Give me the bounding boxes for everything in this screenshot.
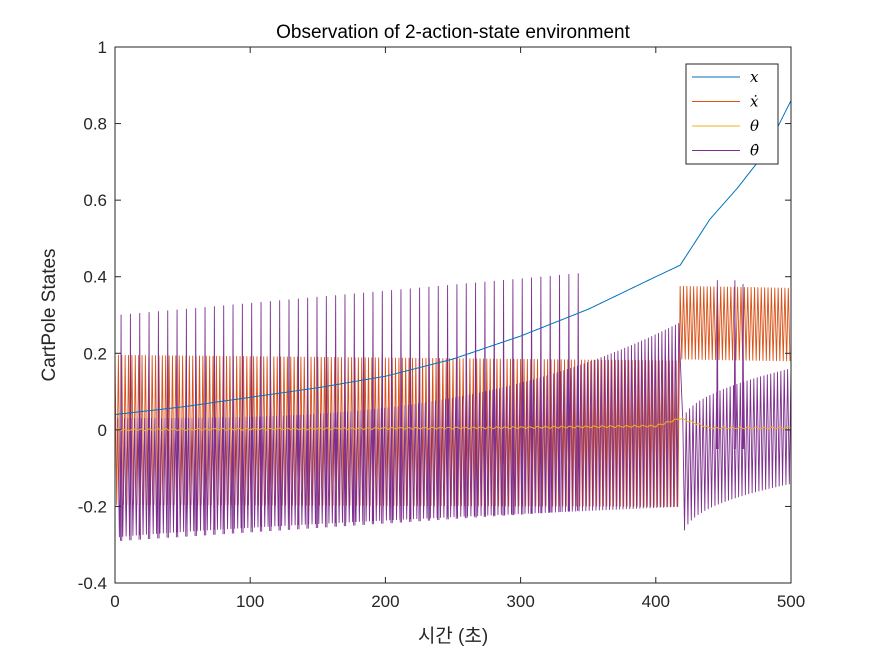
axes-box [114,46,792,584]
x-tick-label: 400 [642,592,670,611]
y-tick-label: -0.2 [78,497,107,516]
legend-label-theta: θ [750,117,759,135]
series-line-x [114,100,792,416]
series-layer [114,100,792,541]
y-axis-title: CartPole States [39,248,60,381]
legend-label-x: x [750,68,759,86]
x-tick-label: 0 [110,592,119,611]
x-tick-label: 200 [371,592,399,611]
legend-label-x-dot: ẋ [750,93,759,111]
x-axis-title: 시간 (초) [418,625,488,647]
y-tick-label: 0 [98,421,107,440]
x-tick-label: 100 [236,592,264,611]
y-tick-label: 0.8 [83,115,107,134]
y-tick-label: 0.6 [83,191,107,210]
y-tick-label: 1 [98,38,107,57]
legend: xẋθ θ̇ [685,63,779,165]
axes-layer: 0 100 200 300 400 500 -0.4 -0.2 0 0.2 0.4 0.6 0.8 1 [78,38,805,611]
legend-label-theta-dot: θ̇ [750,142,759,160]
y-tick-label: 0.4 [83,268,107,287]
series-line-theta [114,417,792,432]
x-tick-label: 500 [777,592,805,611]
x-tick-label: 300 [506,592,534,611]
series-line-theta-dot [117,273,792,541]
legend-box [685,63,779,165]
chart-title: Observation of 2-action-state environmen… [276,22,631,43]
y-tick-label: 0.2 [83,344,107,363]
y-tick-label: -0.4 [78,574,107,593]
